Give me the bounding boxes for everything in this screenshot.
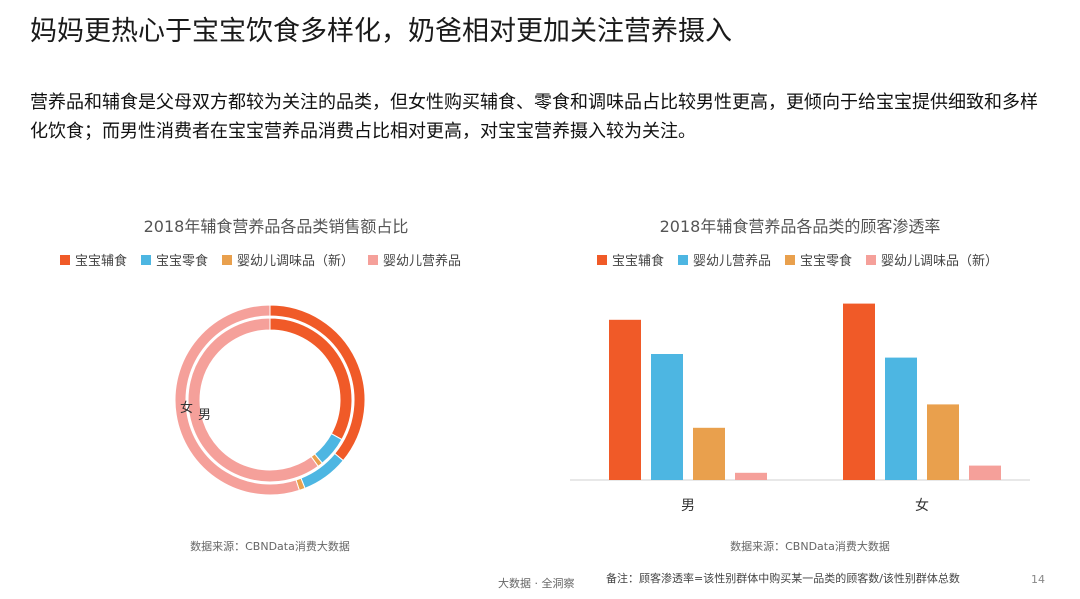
legend-swatch: [866, 254, 877, 265]
legend-swatch: [60, 254, 70, 265]
donut-legend-item: 婴幼儿营养品: [368, 250, 461, 269]
x-tick-label: 男: [681, 498, 695, 514]
donut-legend: 宝宝辅食 宝宝零食 婴幼儿调味品（新） 婴幼儿营养品: [60, 250, 475, 269]
legend-swatch: [222, 254, 233, 265]
donut-ring-label: 男: [198, 408, 211, 423]
legend-swatch: [141, 254, 152, 265]
donut-source: 数据来源：CBNData消费大数据: [190, 540, 350, 553]
legend-label: 婴幼儿调味品（新）: [237, 254, 355, 269]
donut-slice-outer: [174, 304, 300, 496]
bar: [651, 354, 683, 480]
bar: [609, 319, 641, 480]
legend-label: 宝宝零食: [156, 254, 209, 269]
legend-swatch: [785, 254, 796, 265]
bar: [843, 303, 875, 480]
legend-swatch: [368, 254, 379, 265]
bar-source: 数据来源：CBNData消费大数据: [730, 540, 890, 553]
bar-legend-item: 婴幼儿调味品（新）: [866, 250, 998, 269]
bar-chart: 男女: [570, 303, 1030, 514]
donut-legend-item: 宝宝辅食: [60, 250, 127, 269]
donut-chart: 女男: [174, 304, 366, 496]
donut-legend-item: 婴幼儿调味品（新）: [222, 250, 354, 269]
page-number: 14: [1031, 573, 1045, 586]
legend-label: 婴幼儿营养品: [383, 254, 462, 269]
legend-label: 宝宝辅食: [612, 254, 665, 269]
bar: [885, 357, 917, 480]
legend-swatch: [597, 254, 607, 265]
footer-tagline: 大数据 · 全洞察: [498, 577, 575, 590]
legend-label: 婴幼儿营养品: [693, 254, 772, 269]
bar-legend-item: 宝宝零食: [785, 250, 852, 269]
legend-swatch: [678, 254, 689, 265]
bar: [735, 472, 767, 480]
bar: [927, 404, 959, 480]
bar-legend-item: 婴幼儿营养品: [678, 250, 771, 269]
bar: [969, 465, 1001, 480]
legend-label: 婴幼儿调味品（新）: [881, 254, 999, 269]
slide-title: 妈妈更热心于宝宝饮食多样化，奶爸相对更加关注营养摄入: [30, 16, 732, 47]
footnote: 备注：顾客渗透率=该性别群体中购买某一品类的顾客数/该性别群体总数: [606, 572, 960, 585]
bar-legend: 宝宝辅食 婴幼儿营养品 宝宝零食 婴幼儿调味品（新）: [597, 250, 1012, 269]
legend-label: 宝宝辅食: [75, 254, 128, 269]
donut-ring-label: 女: [180, 400, 193, 416]
x-tick-label: 女: [915, 497, 929, 514]
donut-chart-title: 2018年辅食营养品各品类销售额占比: [143, 217, 409, 236]
bar-legend-item: 宝宝辅食: [597, 250, 664, 269]
bar: [693, 427, 725, 480]
donut-slice-inner: [187, 317, 319, 483]
slide-subtitle: 营养品和辅食是父母双方都较为关注的品类，但女性购买辅食、零食和调味品占比较男性更…: [30, 92, 1038, 142]
legend-label: 宝宝零食: [800, 254, 853, 269]
bar-chart-title: 2018年辅食营养品各品类的顾客渗透率: [659, 217, 941, 236]
donut-legend-item: 宝宝零食: [141, 250, 208, 269]
